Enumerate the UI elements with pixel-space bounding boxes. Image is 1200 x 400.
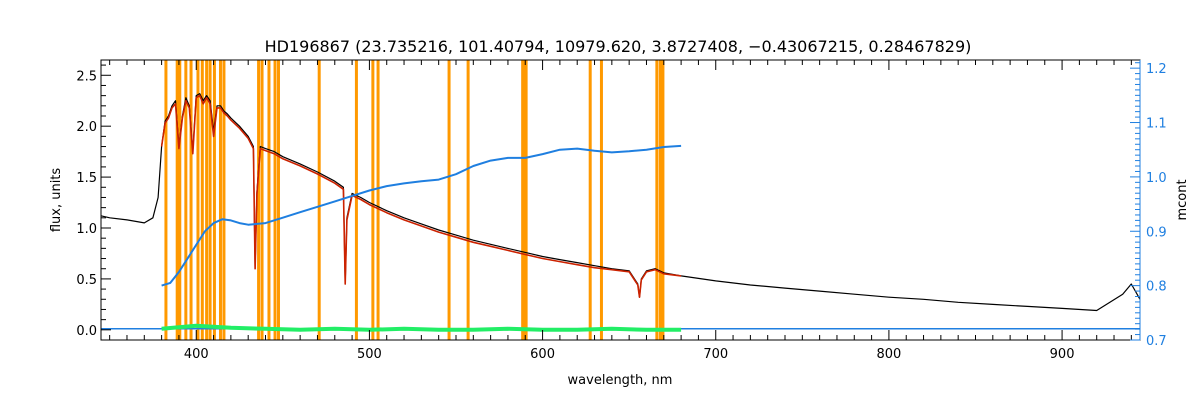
mask-lines	[164, 60, 665, 340]
series-group	[100, 93, 1141, 332]
y2-tick-label: 1.1	[1146, 117, 1167, 132]
y2-axis-ticks: 0.7 0.8 0.9 1.0 1.1 1.2	[1130, 60, 1167, 349]
y-tick-label: 2.0	[76, 120, 97, 135]
y2-axis-label: mcont	[1175, 179, 1190, 220]
x-tick-label: 400	[184, 347, 209, 362]
x-tick-label: 700	[703, 347, 728, 362]
y2-tick-label: 1.0	[1146, 171, 1167, 186]
series-model	[160, 94, 682, 298]
y-axis-ticks: 0.0 0.5 1.0 1.5 2.0 2.5	[76, 64, 111, 339]
y2-tick-label: 0.8	[1146, 280, 1167, 295]
series-residual	[161, 323, 682, 332]
x-tick-label: 900	[1050, 347, 1075, 362]
y-tick-label: 0.5	[76, 273, 97, 288]
y2-tick-label: 0.9	[1146, 225, 1167, 240]
y-tick-label: 1.0	[76, 222, 97, 237]
chart-title: HD196867 (23.735216, 101.40794, 10979.62…	[265, 37, 972, 56]
series-mcont	[161, 144, 682, 287]
y-tick-label: 1.5	[76, 171, 97, 186]
x-axis-ticks: 400 500 600 700 800 900	[109, 60, 1132, 362]
y-axis-label: flux, units	[49, 168, 64, 233]
y2-tick-label: 0.7	[1146, 334, 1167, 349]
y-tick-label: 0.0	[76, 324, 97, 339]
x-axis-label: wavelength, nm	[568, 373, 673, 388]
x-tick-label: 800	[876, 347, 901, 362]
x-tick-label: 500	[357, 347, 382, 362]
x-tick-label: 600	[530, 347, 555, 362]
y2-tick-label: 1.2	[1146, 62, 1167, 77]
y-tick-label: 2.5	[76, 69, 97, 84]
